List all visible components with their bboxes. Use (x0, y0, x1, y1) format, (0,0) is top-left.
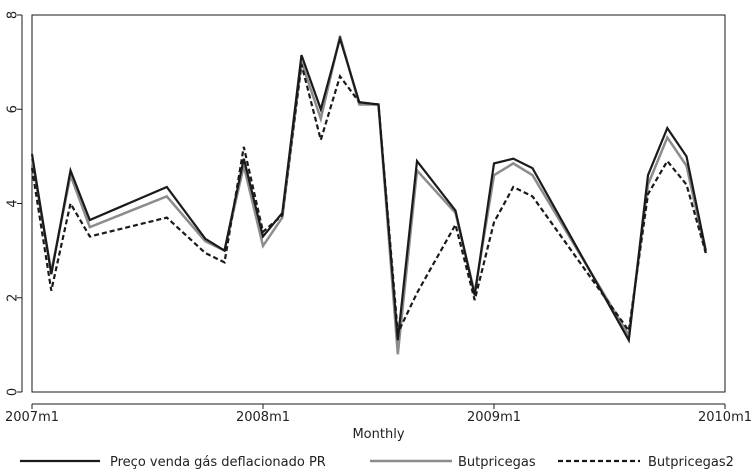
y-tick-label: 2 (6, 294, 21, 302)
legend: Preço venda gás deflacionado PR Butpriceg… (20, 455, 734, 470)
x-tick-label: 2010m1 (698, 410, 752, 425)
y-tick-label: 6 (6, 105, 21, 113)
axes: 0 2 4 6 8 2007m1 2008m1 2009m1 2010m1 Monthly (5, 11, 752, 442)
plot-frame (31, 14, 726, 393)
legend-label-2: Butpricegas (458, 455, 536, 470)
x-tick-label: 2009m1 (467, 410, 521, 425)
legend-label-1: Preço venda gás deflacionado PR (110, 455, 326, 470)
x-axis-title: Monthly (352, 427, 404, 442)
series-line-1 (30, 34, 707, 344)
x-tick-label: 2007m1 (5, 410, 59, 425)
y-tick-label: 0 (6, 388, 21, 396)
series-line-2 (30, 35, 708, 355)
y-tick-label: 4 (6, 199, 21, 207)
plot-series (30, 34, 708, 355)
legend-label-3: Butpricegas2 (648, 455, 734, 470)
y-tick-label: 8 (6, 11, 21, 19)
x-tick-label: 2008m1 (236, 410, 290, 425)
